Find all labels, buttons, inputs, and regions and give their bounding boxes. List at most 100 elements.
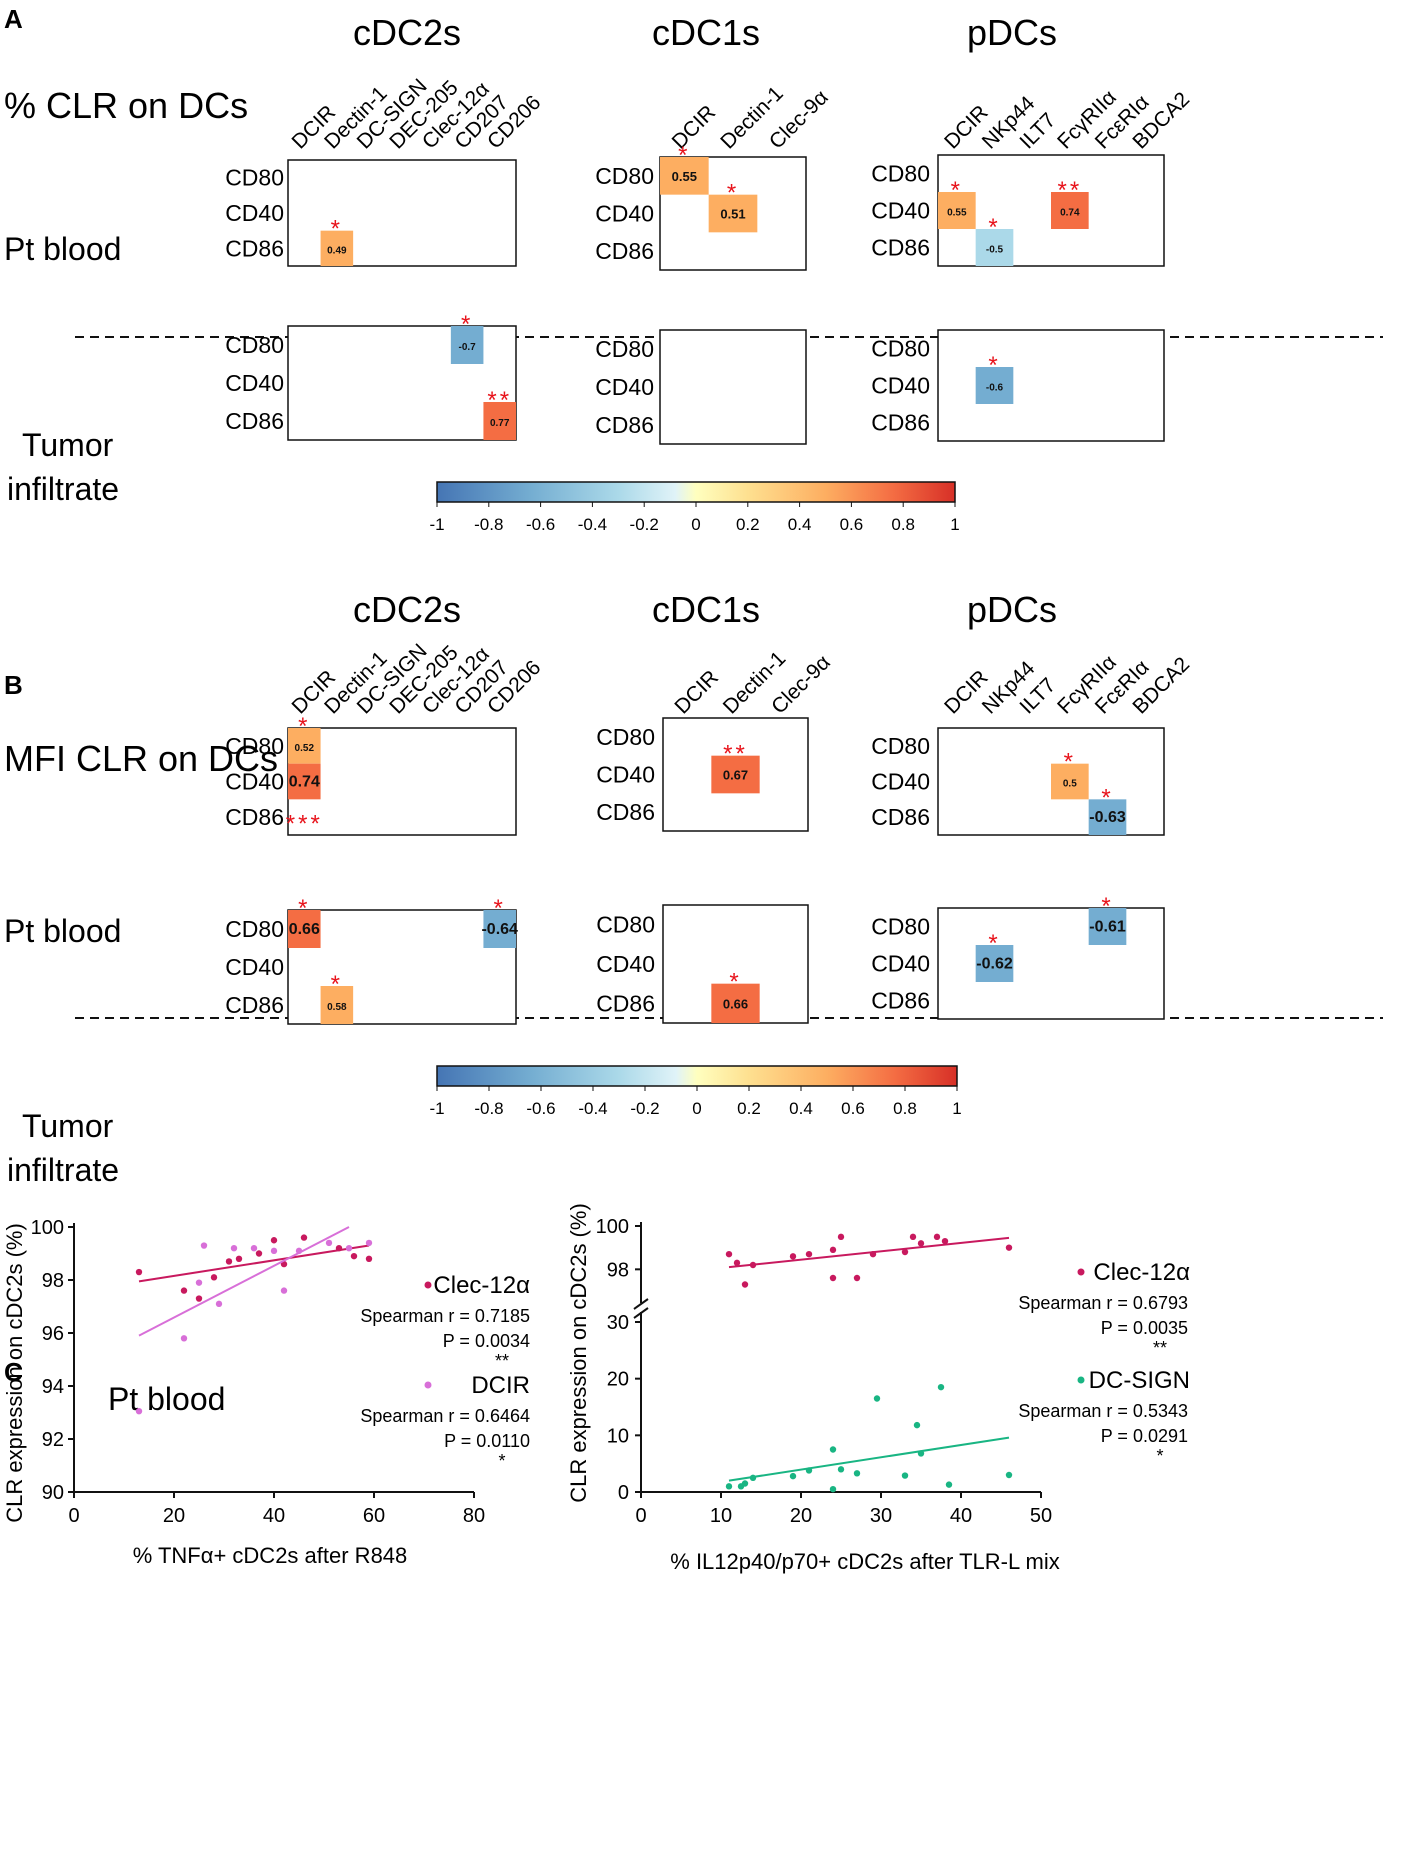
y-tick-label: 10 — [607, 1425, 629, 1447]
point-DCIR — [325, 1239, 333, 1247]
spearman-Clec-12α: Spearman r = 0.7185 — [360, 1306, 530, 1326]
A-cDC2s-tumor-row-label: CD40 — [225, 370, 284, 396]
A-cDC1s-tumor-row-label: CD80 — [595, 336, 654, 362]
B-pDCs-tumor-cell — [1088, 908, 1127, 945]
B-cDC1s-blood-row-label: CD80 — [596, 724, 655, 750]
pvalue-DC-SIGN: P = 0.0291 — [1101, 1426, 1188, 1446]
y-tick-label: 20 — [607, 1369, 629, 1391]
colorbar-tick-label: 0.6 — [840, 515, 864, 534]
pvalue-Clec-12α: P = 0.0034 — [443, 1331, 530, 1351]
panel-b-tumor-label-2: infiltrate — [7, 1152, 119, 1188]
point-Clec-12α — [235, 1255, 243, 1263]
point-Clec-12α — [837, 1233, 845, 1241]
fit-line-Clec-12α — [138, 1244, 370, 1283]
A-pDCs-tumor-cell — [975, 367, 1014, 404]
colorbar-tick-label: -0.8 — [474, 515, 503, 534]
column-label-DCIR: DCIR — [670, 666, 723, 719]
point-DC-SIGN — [805, 1467, 813, 1474]
point-DCIR — [200, 1242, 208, 1249]
B-pDCs-tumor-row-label: CD80 — [871, 914, 930, 940]
spearman-Clec-12α: Spearman r = 0.6793 — [1018, 1293, 1188, 1313]
x-tick-label: 40 — [950, 1505, 972, 1527]
B-pDCs-tumor-cell-value: -0.61 — [1089, 919, 1126, 936]
point-Clec-12α — [180, 1287, 188, 1294]
point-DC-SIGN — [829, 1485, 837, 1493]
panel-b-blood-label: Pt blood — [4, 913, 121, 949]
B-cDC1s-blood-row-label: CD40 — [596, 762, 655, 788]
point-Clec-12α — [300, 1234, 308, 1241]
A-cDC2s-blood-cell-stars: * — [331, 216, 343, 243]
point-Clec-12α — [805, 1250, 813, 1258]
y-tick-label: 30 — [607, 1312, 629, 1334]
B-pDCs-blood-cell — [1088, 799, 1127, 835]
point-Clec-12α — [135, 1268, 143, 1276]
x-tick-label: 20 — [163, 1505, 185, 1527]
y-tick-label: 98 — [42, 1270, 64, 1292]
point-Clec-12α — [749, 1261, 757, 1269]
B-pDCs-blood-cell-value: 0.5 — [1063, 779, 1077, 790]
B-cDC2s-blood-row-label: CD86 — [225, 804, 284, 830]
point-DC-SIGN — [873, 1395, 881, 1402]
colorbar-tick-label: 1 — [950, 515, 959, 534]
B-pDCs-blood-row-label: CD86 — [871, 804, 930, 830]
A-cDC1s-blood-row-label: CD40 — [595, 201, 654, 227]
A-cDC2s-blood-row-label: CD86 — [225, 235, 284, 261]
legend-label-Clec-12α: Clec-12α — [433, 1272, 530, 1299]
legend-marker-Clec-12α — [1077, 1268, 1085, 1276]
axis-break-mark — [633, 1307, 649, 1319]
stars-DCIR: * — [498, 1451, 505, 1471]
point-DC-SIGN — [913, 1421, 921, 1429]
point-Clec-12α — [941, 1237, 949, 1245]
B-pDCs-tumor-row-label: CD40 — [871, 951, 930, 977]
colorbar-tick-label: 0.4 — [789, 1099, 813, 1118]
B-cDC2s-tumor-cell-value: 0.66 — [289, 921, 320, 938]
B-pDCs-blood-cell-value: -0.63 — [1089, 809, 1126, 826]
B-cDC2s-blood-cell-stars: *** — [286, 810, 323, 837]
panel-a-tumor-label-1: Tumor — [22, 427, 114, 463]
A-cDC2s-tumor-cell-stars: * — [461, 311, 473, 338]
point-DCIR — [345, 1245, 353, 1252]
group-title-cDC2s: cDC2s — [353, 12, 461, 53]
A-cDC2s-tumor-cell — [450, 326, 484, 364]
colorbar-tick-label: 0 — [692, 1099, 701, 1118]
A-pDCs-blood-cell-value: 0.55 — [947, 208, 967, 219]
colorbar-tick-label: 0.6 — [841, 1099, 865, 1118]
A-cDC1s-blood-cell-stars: * — [678, 142, 690, 169]
A-pDCs-blood-cell-stars: * — [988, 214, 1000, 241]
B-cDC1s-blood-cell — [711, 755, 760, 794]
legend-label-Clec-12α: Clec-12α — [1093, 1259, 1190, 1286]
colorbar-tick-label: 0.8 — [893, 1099, 917, 1118]
point-Clec-12α — [909, 1233, 917, 1241]
colorbar-tick-label: 1 — [952, 1099, 961, 1118]
point-DC-SIGN — [1005, 1471, 1013, 1479]
point-DCIR — [250, 1245, 258, 1252]
A-cDC2s-tumor-row-label: CD80 — [225, 332, 284, 358]
x-tick-label: 50 — [1030, 1505, 1052, 1527]
y-axis-label: CLR expression on cDC2s (%) — [2, 1223, 27, 1523]
panel-a-letter: A — [4, 4, 23, 34]
group-title-cDC1s: cDC1s — [652, 12, 760, 53]
spearman-DC-SIGN: Spearman r = 0.5343 — [1018, 1401, 1188, 1421]
B-cDC1s-tumor-cell — [711, 983, 760, 1023]
point-DC-SIGN — [725, 1483, 733, 1490]
colorbar-tick-label: -1 — [429, 1099, 444, 1118]
B-cDC2s-blood-cell-value: 0.74 — [289, 774, 320, 791]
heatmaps-layer: cDC2sDCIRDectin-1DC-SIGNDEC-205Clec-12αC… — [225, 12, 1194, 1025]
panel-a-blood-label: Pt blood — [4, 231, 121, 267]
fit-line-DCIR — [138, 1226, 350, 1337]
colorbar-tick-label: 0.4 — [788, 515, 812, 534]
B-cDC1s-blood-cell-value: 0.67 — [723, 768, 748, 783]
A-cDC1s-blood-cell-value: 0.55 — [672, 169, 697, 184]
A-pDCs-blood-cell — [975, 229, 1014, 266]
panel-c-subtitle: Pt blood — [108, 1381, 225, 1417]
A-pDCs-blood-cell-value: 0.74 — [1060, 208, 1080, 219]
B-cDC2s-tumor-row-label: CD86 — [225, 992, 284, 1018]
B-pDCs-tumor-cell-stars: * — [1101, 893, 1113, 920]
B-cDC2s-blood-cell — [288, 763, 321, 800]
point-DC-SIGN — [837, 1466, 845, 1473]
point-Clec-12α — [350, 1252, 358, 1260]
point-Clec-12α — [829, 1246, 837, 1254]
colorbars-layer: -1 -0.8 -0.6 -0.4 -0.2 0 0.2 0.4 0.6 0.8 1 -1 -0.8 -0… — [429, 481, 962, 1118]
point-Clec-12α — [933, 1233, 941, 1241]
